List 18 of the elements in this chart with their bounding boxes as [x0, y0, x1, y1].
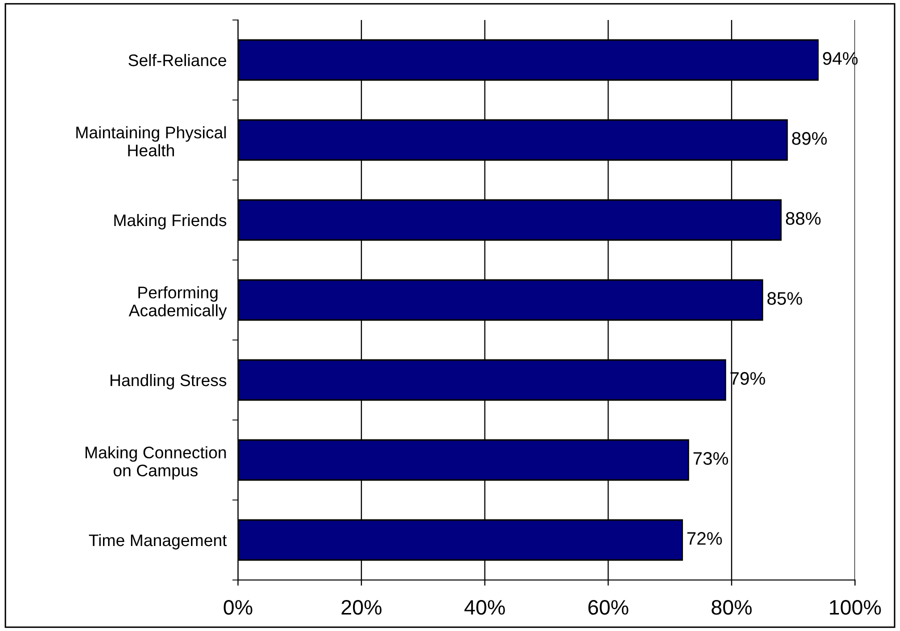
x-tick-label: 100%: [830, 600, 881, 615]
x-tick-label: 20%: [342, 600, 382, 615]
y-tick-label: Making Connection on Campus: [86, 446, 226, 480]
y-tick-label: Self-Reliance: [128, 54, 226, 66]
data-label: 85%: [767, 292, 802, 305]
y-tick-label: Time Management: [88, 534, 227, 550]
y-tick-label: Maintaining Physical Health: [76, 126, 226, 156]
x-tick-label: 80%: [712, 600, 752, 615]
data-label: 89%: [792, 132, 827, 145]
y-tick-label: Making Friends: [114, 214, 226, 230]
x-tick-label: 40%: [464, 600, 505, 615]
data-label: 72%: [687, 532, 722, 545]
y-tick-label: Performing Academically: [128, 286, 227, 320]
x-tick-label: 0%: [224, 600, 252, 615]
data-label: 88%: [786, 212, 821, 225]
y-tick-label: Handling Stress: [110, 374, 226, 390]
x-tick-label: 60%: [588, 600, 628, 615]
data-label: 73%: [694, 452, 728, 465]
